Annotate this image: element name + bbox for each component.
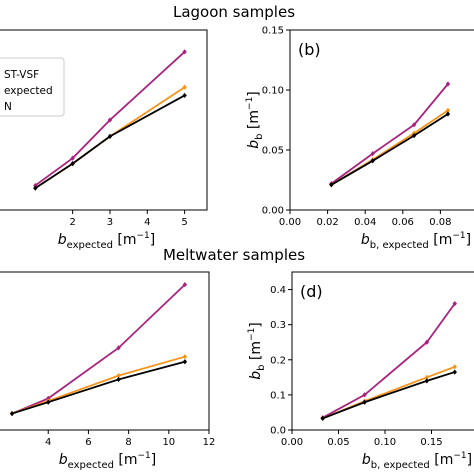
y-tick-label: 0.3 [270,320,286,331]
data-point-magenta [116,345,121,351]
panel-2: 0.00 0.02 0.04 0.06 0.08 0.00 0.05 0.10 0.15 (b) [262,26,474,228]
data-point-black [116,376,121,383]
axes-frame [0,29,208,211]
data-point-magenta [70,155,75,161]
data-point-magenta [370,151,375,157]
x-tick-label: 2 [69,217,75,228]
title-lagoon-samples: Lagoon samples [173,3,295,21]
data-point-black [9,410,15,417]
data-point-magenta [445,81,451,87]
series-line-magenta [34,51,186,187]
data-point-black [182,359,188,365]
y-tick-label: 0.1 [270,390,286,401]
title-meltwater-samples: Meltwater samples [163,246,305,264]
x-axis-label: bexpected [m−1] [59,451,157,471]
axes-frame [289,29,474,211]
data-point-magenta [452,301,457,307]
series-line-black [34,94,186,189]
data-point-black [70,161,75,167]
data-point-black [46,399,51,405]
x-tick-label: 12 [203,437,216,448]
x-tick-label: 4 [144,217,150,228]
x-tick-label: 0.06 [392,217,414,228]
panel-3: 4 6 8 10 12 [0,271,216,448]
x-tick-label: 0.15 [420,437,442,448]
data-point-orange [452,364,457,370]
legend-entry: ST-VSF [4,69,39,81]
y-axis-label: bb [m−1] [245,91,265,149]
legend-entry: expected [4,85,53,97]
data-point-black [370,158,375,164]
x-tick-label: 0.00 [281,437,303,448]
y-tick-label: 0.10 [262,86,284,97]
legend: ST-VSF expected N [0,57,65,117]
y-tick-label: 0.15 [262,26,284,37]
series-line-black [11,360,186,415]
series-line-magenta [322,303,456,419]
x-tick-label: 6 [85,437,91,448]
x-tick-label: 0.10 [374,437,396,448]
data-point-magenta [182,49,187,55]
data-point-black [320,415,325,422]
y-tick-label: 0.00 [262,206,284,217]
x-tick-label: 3 [107,217,113,228]
data-point-magenta [424,339,430,345]
data-point-magenta [182,282,188,288]
legend-entry: N [4,101,12,113]
panel-4: 0.00 0.05 0.10 0.15 0.0 0.1 0.2 0.3 0.4 (d) [270,271,474,448]
x-tick-label: 0.08 [429,217,451,228]
series-line-magenta [330,83,449,185]
x-axis-label: bb, expected [m−1] [362,451,472,471]
y-tick-label: 0.0 [270,426,286,437]
data-point-black [452,369,457,375]
x-tick-label: 5 [181,217,187,228]
x-tick-label: 0.05 [327,437,349,448]
x-tick-label: 4 [45,437,51,448]
data-point-black [411,133,417,139]
data-point-black [33,185,38,191]
x-tick-label: 0.02 [316,217,338,228]
data-point-orange [445,107,451,113]
series-line-magenta [11,283,186,415]
x-tick-label: 0.00 [279,217,301,228]
data-point-magenta [411,122,417,128]
data-point-black [362,399,367,405]
y-tick-label: 0.05 [262,146,284,157]
x-axis-label: bb, expected [m−1] [361,231,471,251]
data-point-black [182,92,187,99]
panel-label: (d) [300,282,323,301]
x-tick-label: 10 [162,437,175,448]
data-point-orange [116,373,121,379]
data-point-black [329,182,334,188]
series-line-black [330,113,449,186]
data-point-magenta [362,392,367,398]
x-tick-label: 0.04 [354,217,376,228]
legend-box [0,57,65,117]
data-point-black [107,133,113,139]
panel-1: 2 3 4 5 ST-VSF expected N [0,29,208,228]
y-tick-label: 0.2 [270,355,286,366]
y-axis-label: bb [m−1] [247,322,267,380]
data-point-black [424,378,430,384]
series-line-black [322,371,456,420]
axes-frame [0,271,210,431]
x-tick-label: 8 [125,437,131,448]
data-point-orange [182,84,187,90]
y-tick-label: 0.4 [270,285,286,296]
data-point-orange [424,374,430,380]
x-axis-label: bexpected [m−1] [58,231,156,251]
data-point-black [445,111,451,117]
data-point-magenta [107,117,113,123]
data-point-orange [182,354,188,360]
panel-label: (b) [298,40,321,59]
